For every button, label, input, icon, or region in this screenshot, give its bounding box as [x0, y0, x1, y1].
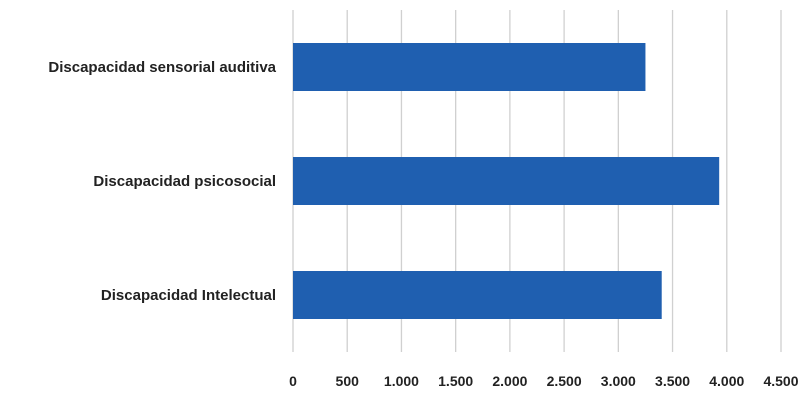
x-tick-label: 1.000	[384, 373, 419, 389]
x-tick-label: 2.500	[547, 373, 582, 389]
category-label: Discapacidad sensorial auditiva	[48, 59, 276, 76]
bar	[293, 157, 720, 205]
x-tick-label: 4.000	[709, 373, 744, 389]
bar	[293, 271, 662, 319]
category-label: Discapacidad psicosocial	[93, 173, 276, 190]
x-tick-label: 500	[336, 373, 360, 389]
x-tick-label: 3.500	[655, 373, 690, 389]
x-tick-label: 1.500	[438, 373, 473, 389]
bar	[293, 43, 646, 91]
x-tick-label: 4.500	[763, 373, 798, 389]
x-tick-labels: 0 500 1.000 1.500 2.000 2.500 3.000 3.500 4.000 4…	[289, 373, 799, 389]
category-labels: Discapacidad sensorial auditiva Discapaci…	[48, 59, 276, 304]
category-label: Discapacidad Intelectual	[101, 287, 276, 304]
x-tick-label: 2.000	[492, 373, 527, 389]
bars	[293, 43, 720, 319]
x-tick-label: 0	[289, 373, 297, 389]
x-tick-label: 3.000	[601, 373, 636, 389]
